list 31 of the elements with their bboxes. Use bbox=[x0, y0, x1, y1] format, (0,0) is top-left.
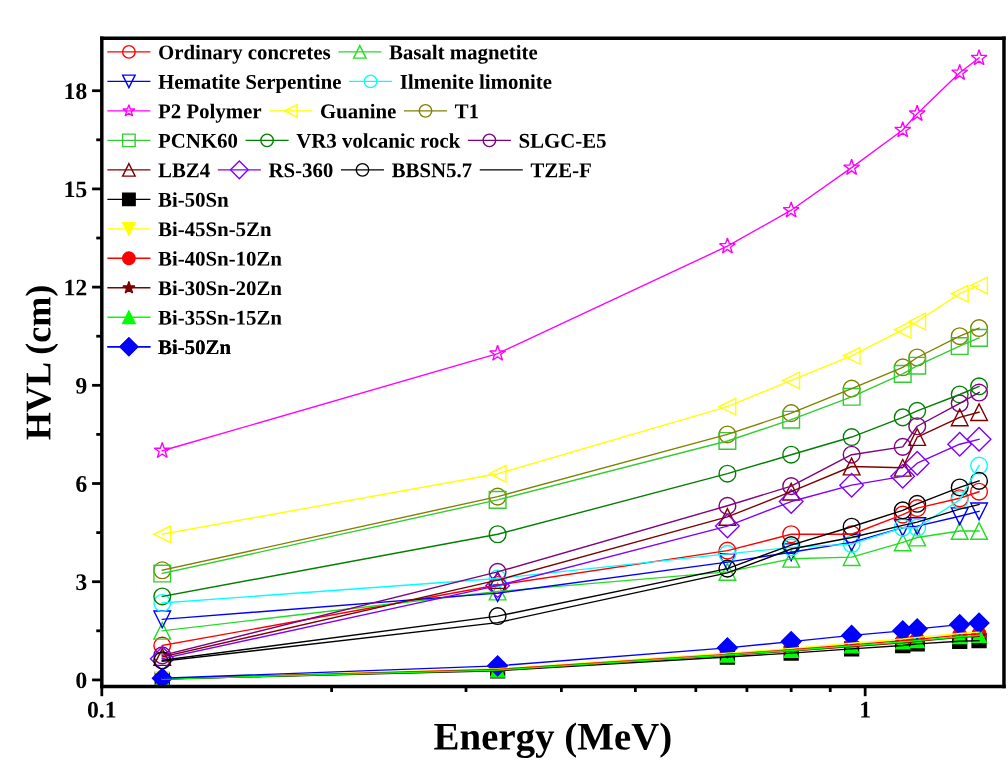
legend-label: Bi-45Sn-5Zn bbox=[158, 221, 272, 237]
legend-label: T1 bbox=[455, 104, 478, 119]
legend-label: Bi-50Sn bbox=[158, 192, 229, 207]
legend-label: LBZ4 bbox=[158, 163, 210, 178]
legend-label: Basalt magnetite bbox=[389, 44, 538, 64]
y-tick-label: 0 bbox=[76, 672, 87, 689]
y-tick-label: 15 bbox=[65, 181, 87, 198]
y-tick-label: 6 bbox=[76, 476, 87, 492]
legend-label: Hematite Serpentine bbox=[158, 74, 341, 94]
x-tick-label: 0.1 bbox=[87, 701, 116, 718]
y-tick-label: 9 bbox=[76, 377, 87, 394]
legend-label: Guanine bbox=[320, 103, 396, 119]
legend-label: BBSN5.7 bbox=[391, 163, 472, 178]
legend-label: Bi-35Sn-15Zn bbox=[158, 310, 282, 325]
legend-label: TZE-F bbox=[530, 163, 591, 178]
y-tick-label: 18 bbox=[65, 83, 87, 100]
x-axis-title: Energy (MeV) bbox=[434, 722, 671, 759]
legend-label: Ordinary concretes bbox=[159, 44, 331, 64]
legend-label: Bi-30Sn-20Zn bbox=[158, 280, 282, 296]
legend-label: SLGC-E5 bbox=[519, 133, 606, 148]
x-tick-label: 1 bbox=[861, 701, 870, 718]
legend-label: PCNK60 bbox=[158, 133, 238, 148]
legend-label: Bi-40Sn-10Zn bbox=[158, 251, 282, 266]
y-axis-title: HVL (cm) bbox=[25, 286, 59, 440]
legend-label: VR3 volcanic rock bbox=[296, 133, 461, 148]
legend-label: RS-360 bbox=[268, 163, 333, 178]
legend-label: Bi-50Zn bbox=[158, 339, 231, 355]
y-tick-label: 12 bbox=[65, 279, 87, 296]
legend-label: P2 Polymer bbox=[158, 103, 262, 123]
legend-label: Ilmenite limonite bbox=[400, 74, 552, 89]
y-tick-label: 3 bbox=[76, 574, 87, 591]
